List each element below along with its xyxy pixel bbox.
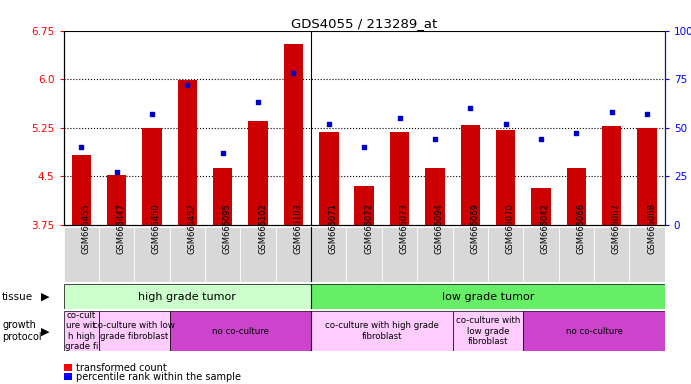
FancyBboxPatch shape [558, 227, 594, 282]
Point [394, 115, 405, 121]
FancyBboxPatch shape [205, 227, 240, 282]
Text: GSM665071: GSM665071 [329, 203, 338, 254]
Text: percentile rank within the sample: percentile rank within the sample [76, 372, 241, 382]
FancyBboxPatch shape [276, 227, 311, 282]
Point [359, 144, 370, 150]
Bar [319, 132, 339, 225]
FancyBboxPatch shape [523, 227, 558, 282]
FancyBboxPatch shape [64, 284, 311, 309]
Text: no co-culture: no co-culture [565, 327, 623, 336]
Text: GSM665067: GSM665067 [612, 203, 621, 254]
Point [606, 109, 617, 115]
Text: low grade tumor: low grade tumor [442, 291, 534, 302]
Point [217, 150, 228, 156]
FancyBboxPatch shape [99, 311, 170, 351]
Point [536, 136, 547, 142]
FancyBboxPatch shape [240, 227, 276, 282]
Point [146, 111, 158, 117]
FancyBboxPatch shape [64, 227, 99, 282]
Text: GSM665103: GSM665103 [294, 203, 303, 254]
Bar [178, 81, 197, 225]
Text: high grade tumor: high grade tumor [138, 291, 236, 302]
FancyBboxPatch shape [453, 227, 488, 282]
FancyBboxPatch shape [170, 311, 311, 351]
FancyBboxPatch shape [134, 227, 170, 282]
Text: GSM665069: GSM665069 [471, 203, 480, 254]
FancyBboxPatch shape [382, 227, 417, 282]
FancyBboxPatch shape [488, 227, 523, 282]
Bar [142, 128, 162, 225]
Text: GSM665072: GSM665072 [364, 203, 373, 254]
Text: GSM665073: GSM665073 [399, 203, 408, 254]
Bar [213, 169, 232, 225]
Point [182, 82, 193, 88]
Text: co-culture with high grade
fibroblast: co-culture with high grade fibroblast [325, 321, 439, 341]
Text: GSM665066: GSM665066 [576, 203, 585, 254]
Bar [354, 186, 374, 225]
Title: GDS4055 / 213289_at: GDS4055 / 213289_at [291, 17, 437, 30]
Text: growth
protocol: growth protocol [2, 320, 41, 342]
Bar [248, 121, 268, 225]
Bar [567, 169, 586, 225]
Bar [496, 130, 515, 225]
Text: ▶: ▶ [41, 291, 49, 302]
Bar [460, 125, 480, 225]
Point [465, 105, 476, 111]
FancyBboxPatch shape [417, 227, 453, 282]
FancyBboxPatch shape [64, 311, 99, 351]
Point [252, 99, 263, 106]
Bar [284, 44, 303, 225]
Point [111, 169, 122, 175]
FancyBboxPatch shape [523, 311, 665, 351]
FancyBboxPatch shape [453, 311, 523, 351]
FancyBboxPatch shape [99, 227, 134, 282]
Text: co-culture with
low grade
fibroblast: co-culture with low grade fibroblast [456, 316, 520, 346]
Point [641, 111, 652, 117]
Text: co-cult
ure wit
h high
grade fi: co-cult ure wit h high grade fi [64, 311, 98, 351]
Text: no co-culture: no co-culture [212, 327, 269, 336]
Text: ▶: ▶ [41, 326, 49, 336]
Point [76, 144, 87, 150]
Bar [602, 126, 621, 225]
FancyBboxPatch shape [311, 284, 665, 309]
Point [288, 70, 299, 76]
Point [571, 131, 582, 137]
Bar [531, 188, 551, 225]
Text: GSM665452: GSM665452 [187, 203, 196, 253]
Point [429, 136, 440, 142]
Text: transformed count: transformed count [76, 363, 167, 373]
FancyBboxPatch shape [594, 227, 630, 282]
Text: GSM665042: GSM665042 [541, 203, 550, 253]
Text: co-culture with low
grade fibroblast: co-culture with low grade fibroblast [93, 321, 176, 341]
FancyBboxPatch shape [170, 227, 205, 282]
Text: GSM665102: GSM665102 [258, 203, 267, 253]
Text: GSM665455: GSM665455 [82, 203, 91, 253]
FancyBboxPatch shape [630, 227, 665, 282]
Text: GSM665095: GSM665095 [223, 203, 231, 253]
FancyBboxPatch shape [311, 227, 346, 282]
FancyBboxPatch shape [311, 311, 453, 351]
Point [323, 121, 334, 127]
Bar [637, 128, 656, 225]
Bar [72, 155, 91, 225]
Bar [425, 168, 444, 225]
Text: tissue: tissue [2, 291, 33, 302]
FancyBboxPatch shape [346, 227, 382, 282]
Point [500, 121, 511, 127]
Text: GSM665447: GSM665447 [117, 203, 126, 254]
Text: GSM665450: GSM665450 [152, 203, 161, 253]
Bar [390, 132, 409, 225]
Text: GSM665068: GSM665068 [647, 203, 656, 254]
Text: GSM665070: GSM665070 [506, 203, 515, 254]
Text: GSM665094: GSM665094 [435, 203, 444, 253]
Bar [107, 175, 126, 225]
